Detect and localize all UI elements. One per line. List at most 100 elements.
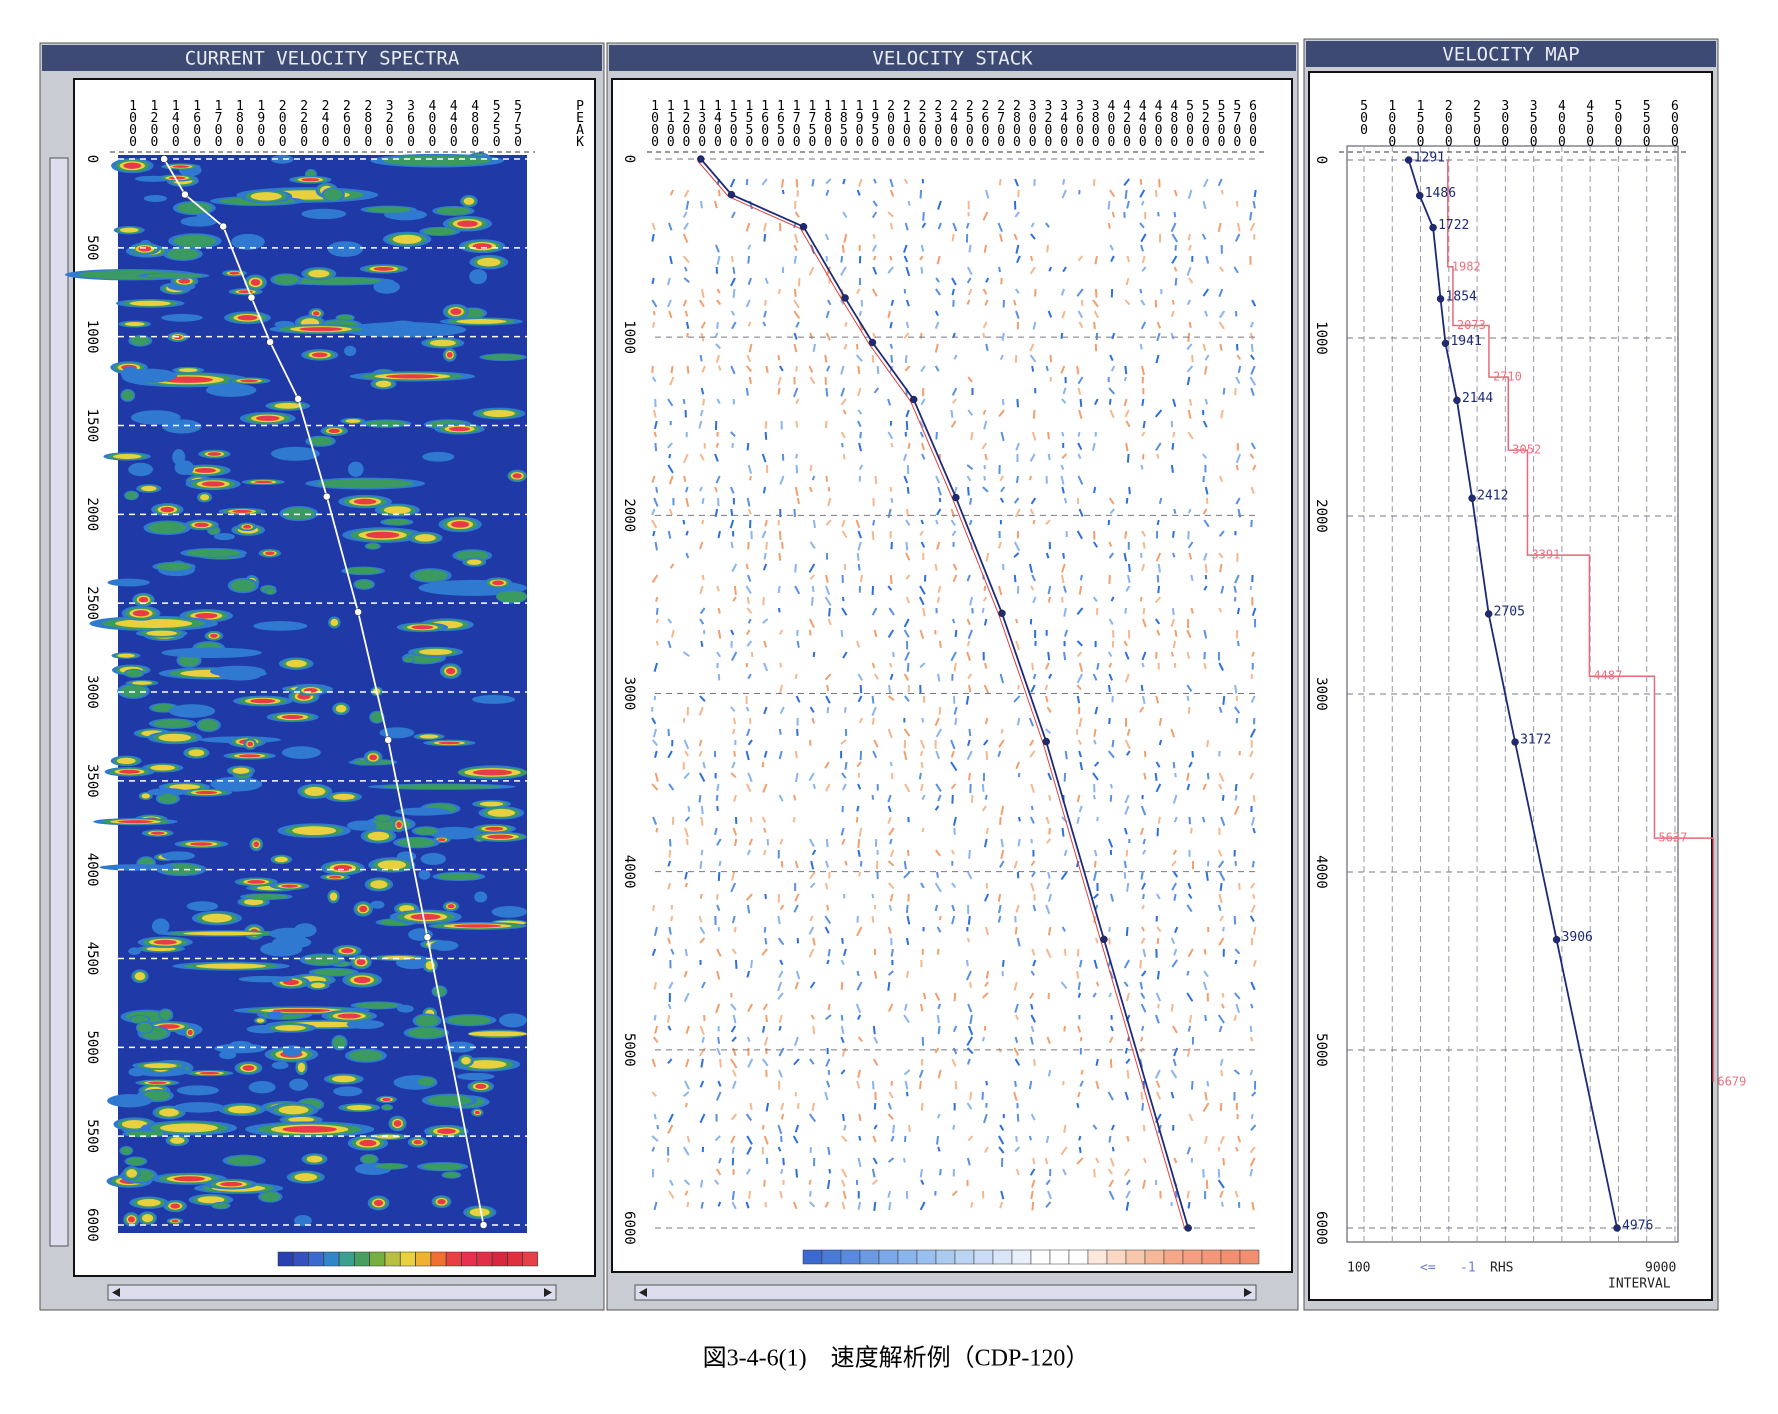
velocity-pick[interactable]	[294, 395, 302, 403]
trace-wiggle	[1109, 189, 1116, 198]
trace-wiggle	[919, 431, 924, 438]
trace-wiggle	[872, 519, 876, 526]
trace-wiggle	[1060, 475, 1065, 485]
trace-wiggle	[782, 1157, 785, 1166]
velocity-pick[interactable]	[219, 222, 228, 231]
trace-wiggle	[745, 222, 751, 232]
trace-wiggle	[1220, 1201, 1224, 1207]
trace-wiggle	[1141, 530, 1147, 537]
trace-wiggle	[1140, 992, 1146, 1000]
velocity-pick[interactable]	[1552, 935, 1561, 944]
scroll-arrow[interactable]	[639, 1288, 647, 1297]
trace-wiggle	[844, 321, 848, 327]
scroll-arrow[interactable]	[112, 1288, 120, 1297]
velocity-label: 2600	[339, 99, 354, 147]
velocity-label: 5500	[1214, 99, 1229, 147]
velocity-pick[interactable]	[1100, 935, 1108, 944]
trace-wiggle	[905, 420, 909, 431]
trace-wiggle	[936, 596, 941, 603]
velocity-pick[interactable]	[1436, 295, 1445, 303]
scroll-arrow[interactable]	[544, 1288, 552, 1297]
trace-wiggle	[890, 948, 894, 957]
trace-wiggle	[809, 376, 816, 385]
trace-wiggle	[1031, 662, 1035, 671]
velocity-pick[interactable]	[1441, 339, 1450, 348]
spectra-blob	[242, 1065, 255, 1071]
velocity-pick[interactable]	[868, 338, 877, 347]
trace-wiggle	[858, 464, 864, 471]
velocity-pick[interactable]	[799, 222, 808, 231]
velocity-pick[interactable]	[247, 293, 256, 302]
velocity-pick[interactable]	[952, 493, 960, 502]
trace-wiggle	[1171, 233, 1179, 243]
trace-wiggle	[794, 750, 798, 759]
trace-wiggle	[1155, 354, 1160, 364]
trace-wiggle	[686, 332, 689, 338]
trace-wiggle	[1063, 651, 1067, 661]
trace-wiggle	[1094, 860, 1097, 868]
trace-wiggle	[652, 816, 658, 825]
trace-wiggle	[667, 1025, 672, 1031]
trace-wiggle	[1218, 1025, 1223, 1033]
trace-wiggle	[1155, 442, 1162, 451]
velocity-pick[interactable]	[266, 338, 274, 346]
trace-wiggle	[968, 849, 971, 859]
velocity-pick[interactable]	[1429, 223, 1437, 232]
velocity-pick[interactable]	[1184, 1224, 1192, 1232]
trace-wiggle	[936, 1135, 939, 1145]
trace-wiggle	[1186, 299, 1191, 306]
trace-wiggle	[966, 277, 972, 284]
velocity-pick[interactable]	[181, 190, 189, 199]
spectra-blob	[430, 940, 459, 951]
spectra-blob	[282, 1125, 337, 1133]
velocity-pick[interactable]	[1042, 737, 1050, 746]
trace-wiggle	[1078, 508, 1084, 517]
velocity-pick[interactable]	[1484, 610, 1493, 618]
scroll-arrow[interactable]	[1244, 1288, 1252, 1297]
spectra-blob	[370, 712, 384, 723]
trace-wiggle	[858, 1113, 862, 1122]
velocity-pick[interactable]	[697, 155, 705, 163]
velocity-pick[interactable]	[998, 609, 1006, 618]
spectra-blob	[487, 808, 516, 817]
trace-wiggle	[1155, 695, 1160, 704]
scrollbar[interactable]	[634, 1284, 1257, 1301]
trace-wiggle	[1140, 827, 1144, 836]
velocity-pick[interactable]	[1404, 156, 1413, 164]
trace-wiggle	[654, 442, 658, 452]
velocity-pick[interactable]	[1415, 191, 1424, 200]
trace-wiggle	[1203, 629, 1208, 639]
velocity-pick[interactable]	[841, 294, 849, 302]
velocity-pick[interactable]	[1453, 396, 1461, 405]
velocity-pick[interactable]	[1511, 738, 1519, 746]
spectra-blob	[187, 548, 241, 557]
trace-wiggle	[858, 871, 862, 877]
velocity-pick[interactable]	[479, 1221, 488, 1229]
velocity-label: 4000	[1104, 99, 1119, 147]
trace-wiggle	[952, 1047, 958, 1055]
velocity-pick[interactable]	[1468, 494, 1476, 502]
velocity-pick[interactable]	[1613, 1224, 1621, 1232]
trace-wiggle	[763, 926, 767, 933]
title-bar	[1306, 41, 1716, 67]
trace-wiggle	[903, 1157, 906, 1163]
trace-wiggle	[872, 1135, 877, 1143]
trace-wiggle	[715, 475, 721, 484]
velocity-pick[interactable]	[909, 395, 918, 404]
trace-wiggle	[906, 915, 911, 925]
trace-wiggle	[1015, 442, 1020, 451]
scrollbar[interactable]	[107, 1284, 557, 1301]
velocity-pick[interactable]	[423, 933, 432, 941]
trace-wiggle	[717, 189, 721, 197]
velocity-pick[interactable]	[354, 608, 362, 616]
scrollbar[interactable]	[49, 157, 69, 1247]
trace-wiggle	[981, 442, 988, 450]
velocity-pick[interactable]	[323, 492, 331, 501]
velocity-pick[interactable]	[384, 736, 392, 744]
trace-wiggle	[1107, 838, 1114, 848]
velocity-pick[interactable]	[727, 190, 736, 199]
trace-wiggle	[1029, 354, 1037, 363]
spectra-blob	[176, 1085, 219, 1096]
trace-wiggle	[808, 365, 814, 373]
velocity-pick[interactable]	[160, 155, 168, 163]
